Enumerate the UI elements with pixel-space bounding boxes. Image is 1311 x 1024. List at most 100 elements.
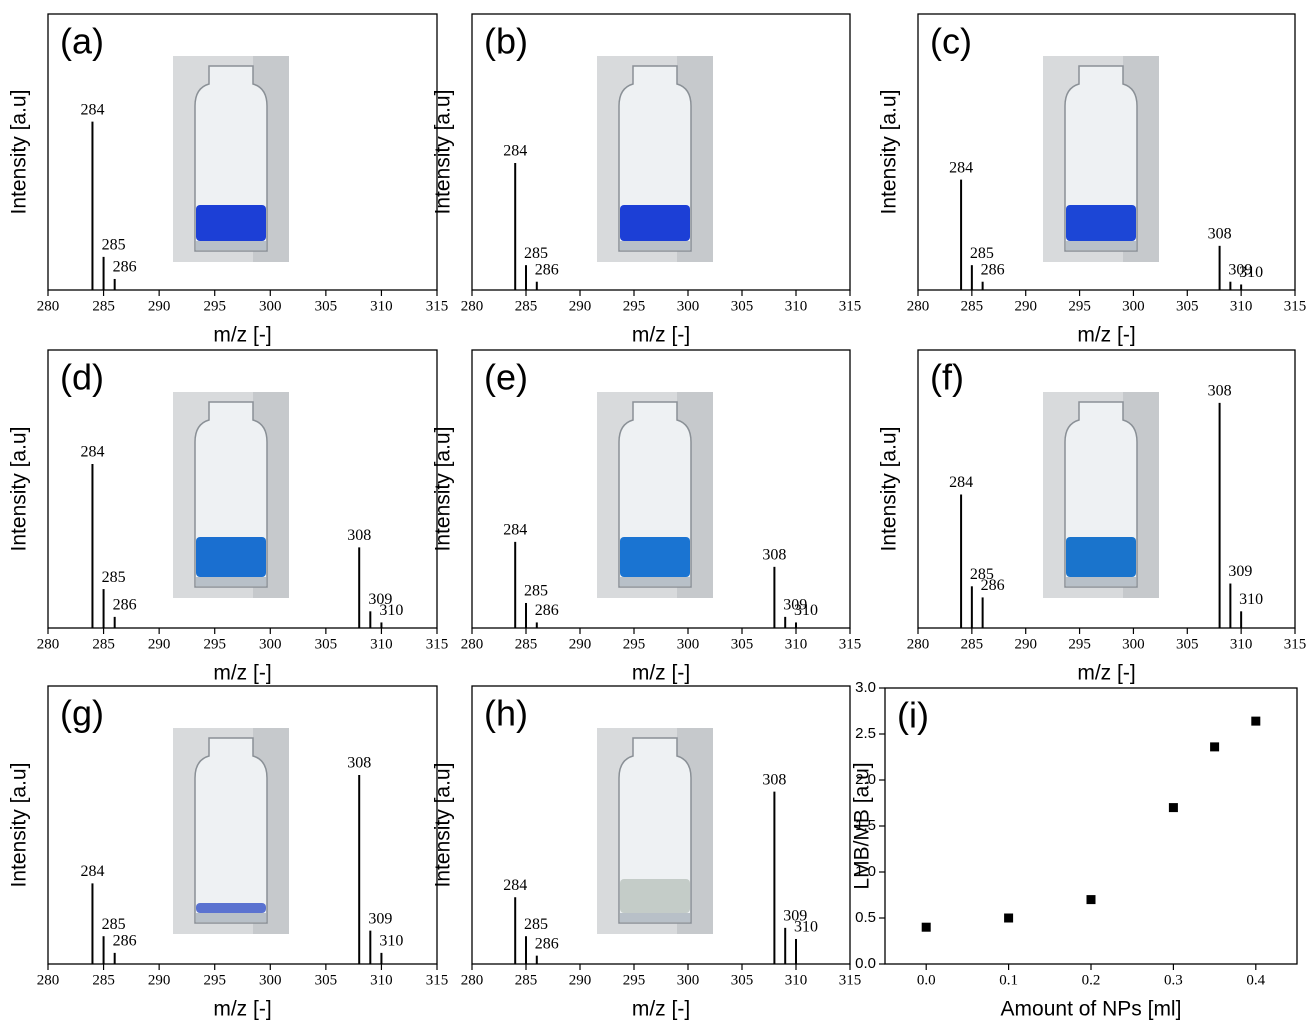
peak-label: 309 [1228, 261, 1252, 278]
vial-photo [597, 728, 713, 934]
vial-liquid [196, 205, 266, 241]
peak-label: 284 [949, 474, 973, 491]
peak-label: 284 [949, 159, 973, 176]
panel-label: (g) [60, 693, 104, 734]
x-tick-label: 310 [370, 298, 393, 314]
y-axis-label: Intensity [a.u] [878, 427, 901, 552]
vial-glass [1064, 65, 1138, 252]
peak-label: 285 [524, 916, 548, 933]
x-tick-label: 315 [1284, 298, 1307, 314]
vial-base [620, 577, 690, 586]
data-point [1168, 803, 1178, 813]
vial-photo [173, 56, 289, 262]
peak-label: 284 [503, 521, 527, 538]
x-tick-label: 300 [677, 972, 700, 988]
x-tick-label: 285 [92, 298, 115, 314]
x-tick-label: 305 [315, 298, 338, 314]
x-tick-label: 310 [370, 972, 393, 988]
x-tick-label: 0.3 [1164, 972, 1183, 988]
x-tick-label: 290 [148, 298, 171, 314]
peak-label: 285 [102, 916, 126, 933]
peak-label: 308 [762, 771, 786, 788]
y-axis-label: Intensity [a.u] [8, 427, 31, 552]
x-tick-label: 285 [515, 298, 538, 314]
x-axis-label: m/z [-] [1077, 324, 1135, 347]
y-axis-label: Intensity [a.u] [8, 90, 31, 215]
x-tick-label: 315 [426, 298, 449, 314]
vial-base [196, 577, 266, 586]
x-tick-label: 285 [92, 972, 115, 988]
x-tick-label: 280 [907, 298, 930, 314]
x-tick-label: 285 [515, 636, 538, 652]
x-tick-label: 305 [1176, 298, 1199, 314]
x-tick-label: 295 [1068, 636, 1091, 652]
x-tick-label: 0.2 [1082, 972, 1101, 988]
x-tick-label: 280 [461, 298, 484, 314]
x-tick-label: 300 [677, 636, 700, 652]
y-tick-label: 2.0 [855, 771, 876, 788]
y-tick-label: 1.0 [855, 863, 876, 880]
vial-base [620, 241, 690, 250]
peak-label: 285 [524, 583, 548, 600]
panel-label: (b) [484, 21, 528, 62]
y-tick-label: 0.5 [855, 909, 876, 926]
x-axis-label: m/z [-] [213, 998, 271, 1021]
x-tick-label: 290 [1014, 298, 1037, 314]
x-tick-label: 285 [961, 636, 984, 652]
plot-frame [884, 687, 1298, 965]
peak-label: 310 [794, 919, 818, 936]
peak-label: 310 [379, 933, 403, 950]
plot-frame [47, 349, 438, 629]
y-tick-label: 1.5 [855, 817, 876, 834]
x-tick-label: 305 [315, 972, 338, 988]
x-tick-label: 290 [1014, 636, 1037, 652]
x-tick-label: 310 [1230, 298, 1253, 314]
peak-label: 286 [535, 935, 559, 952]
x-tick-label: 310 [1230, 636, 1253, 652]
x-tick-label: 305 [731, 972, 754, 988]
x-tick-label: 280 [461, 636, 484, 652]
y-axis-label: Intensity [a.u] [878, 90, 901, 215]
x-axis-label: m/z [-] [213, 324, 271, 347]
x-tick-label: 300 [677, 298, 700, 314]
peak-label: 284 [503, 877, 527, 894]
vial-base [1066, 577, 1136, 586]
vial-glass [618, 737, 692, 924]
y-axis-label: Intensity [a.u] [432, 763, 455, 888]
x-tick-label: 280 [37, 972, 60, 988]
x-tick-label: 295 [623, 636, 646, 652]
x-tick-label: 310 [370, 636, 393, 652]
x-tick-label: 285 [961, 298, 984, 314]
peak-label: 285 [970, 566, 994, 583]
plot-frame [471, 13, 851, 291]
vial-liquid [620, 205, 690, 241]
data-point [1210, 742, 1220, 752]
peak-label: 308 [347, 755, 371, 772]
vial-liquid [1066, 205, 1136, 241]
x-tick-label: 300 [1122, 298, 1145, 314]
peak-label: 308 [1208, 382, 1232, 399]
x-tick-label: 300 [1122, 636, 1145, 652]
plot-frame [47, 13, 438, 291]
x-tick-label: 0.0 [917, 972, 936, 988]
x-tick-label: 315 [839, 298, 862, 314]
x-tick-label: 290 [148, 972, 171, 988]
x-axis-label: m/z [-] [213, 662, 271, 685]
x-tick-label: 280 [461, 972, 484, 988]
peak-label: 286 [113, 933, 137, 950]
peak-label: 286 [113, 259, 137, 276]
peak-label: 286 [981, 261, 1005, 278]
peak-label: 284 [80, 444, 104, 461]
plot-frame [917, 349, 1296, 629]
peak-label: 285 [102, 237, 126, 254]
y-tick-label: 0.0 [855, 955, 876, 972]
x-tick-label: 0.4 [1246, 972, 1265, 988]
x-tick-label: 295 [623, 298, 646, 314]
peak-label: 284 [80, 863, 104, 880]
panel-label: (e) [484, 357, 528, 398]
peak-label: 310 [794, 602, 818, 619]
peak-label: 285 [970, 245, 994, 262]
x-tick-label: 280 [37, 298, 60, 314]
y-axis-label: Intensity [a.u] [8, 763, 31, 888]
